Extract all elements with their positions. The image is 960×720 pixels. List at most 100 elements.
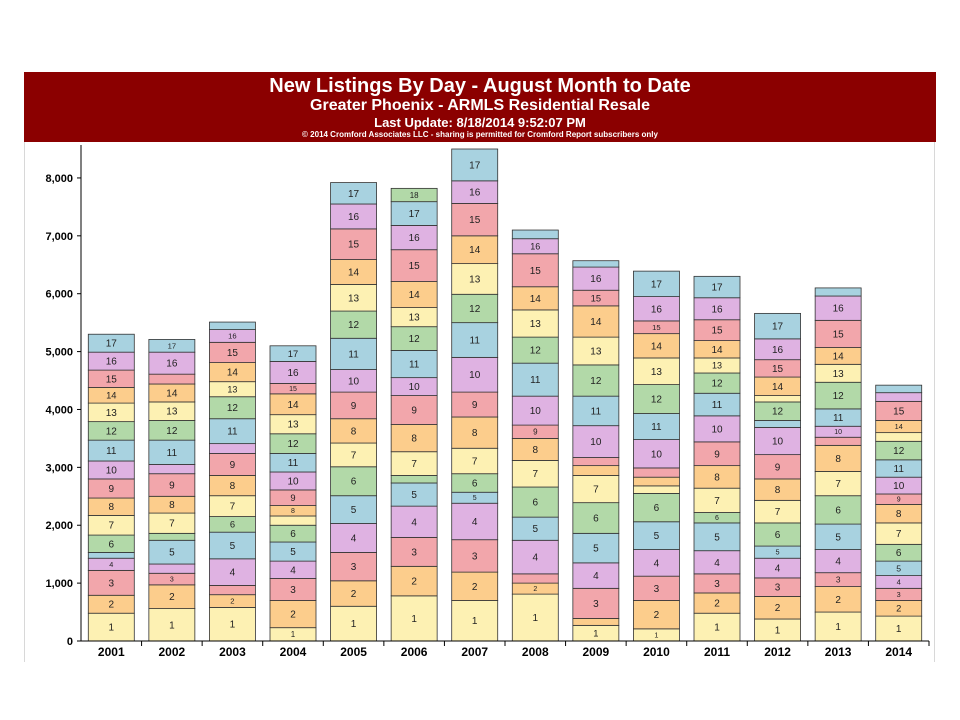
segment-label-2004-6: 6 (290, 529, 296, 540)
segment-label-2007-17: 17 (469, 160, 481, 171)
segment-label-2007-3: 3 (472, 551, 478, 562)
segment-label-2013-14: 14 (833, 351, 845, 362)
segment-label-2007-9: 9 (472, 400, 478, 411)
segment-label-2013-12: 12 (833, 391, 845, 402)
segment-label-2012-2: 2 (775, 603, 781, 614)
bar-segment-2006-9 (390, 395, 438, 425)
segment-label-2014-10: 10 (893, 481, 905, 492)
bar-segment-2002-10 (148, 464, 196, 475)
bar-segment-2014-17 (875, 384, 923, 394)
bar-segment-2005-2 (330, 580, 377, 607)
segment-label-2001-2: 2 (109, 600, 115, 611)
segment-label-2005-6: 6 (351, 477, 357, 488)
segment-label-2003-6: 6 (230, 520, 235, 530)
y-tick-label-0: 0 (67, 636, 73, 648)
bar-segment-2010-4 (633, 549, 680, 577)
bar-segment-2008-17 (511, 229, 559, 240)
segment-label-2001-1: 1 (109, 623, 115, 634)
segment-label-2014-9: 9 (897, 497, 901, 504)
segment-label-2004-12: 12 (287, 439, 299, 450)
segment-label-2014-14: 14 (895, 422, 903, 431)
segment-label-2012-1: 1 (775, 626, 781, 637)
bar-segment-2010-17 (633, 270, 680, 297)
bar-segment-2004-7 (269, 515, 317, 526)
segment-label-2005-17: 17 (348, 189, 360, 200)
bar-segment-2008-12 (511, 336, 559, 364)
chart-subtitle: Greater Phoenix - ARMLS Residential Resa… (310, 97, 650, 114)
bar-segment-2008-13 (511, 309, 559, 338)
bar-segment-2005-3 (330, 552, 377, 582)
bar-segment-2009-12 (572, 364, 620, 397)
bar-segment-2009-3 (572, 587, 620, 619)
segment-label-2006-12: 12 (409, 334, 421, 345)
bar-segment-2002-6 (148, 532, 196, 541)
segment-label-2002-1: 1 (169, 620, 175, 631)
segment-label-2008-2: 2 (533, 586, 537, 593)
segment-label-2005-9: 9 (351, 401, 357, 412)
segment-label-2001-10: 10 (106, 465, 118, 476)
segment-label-2007-2: 2 (472, 582, 478, 593)
bar-segment-2013-16 (814, 295, 862, 321)
bar-segment-2010-7 (633, 485, 680, 494)
segment-label-2008-6: 6 (533, 498, 539, 509)
segment-label-2012-10: 10 (772, 437, 784, 448)
bar-segment-2009-11 (572, 395, 620, 427)
segment-label-2014-1: 1 (896, 624, 902, 635)
segment-label-2003-15: 15 (227, 348, 239, 359)
x-tick-label-2005: 2005 (340, 645, 367, 659)
bar-segment-2008-4 (511, 539, 559, 575)
segment-label-2003-8: 8 (230, 481, 236, 492)
segment-label-2009-12: 12 (590, 376, 602, 387)
bar-segment-2007-14 (451, 235, 499, 265)
segment-label-2007-14: 14 (469, 245, 481, 256)
segment-label-2012-17: 17 (772, 322, 784, 333)
segment-label-2010-6: 6 (654, 503, 660, 514)
segment-label-2007-13: 13 (469, 274, 481, 285)
segment-label-2006-3: 3 (411, 547, 417, 558)
segment-label-2003-2: 2 (230, 597, 234, 606)
segment-label-2005-8: 8 (351, 426, 357, 437)
bar-segment-2003-17 (209, 321, 256, 330)
segment-label-2008-1: 1 (533, 613, 539, 624)
segment-label-2010-15: 15 (652, 323, 660, 332)
segment-label-2013-7: 7 (835, 479, 841, 490)
segment-label-2009-7: 7 (593, 485, 599, 496)
segment-label-2008-4: 4 (533, 553, 539, 564)
segment-label-2007-1: 1 (472, 616, 478, 627)
segment-label-2005-12: 12 (348, 320, 360, 331)
bar-segment-2013-15 (814, 319, 862, 348)
segment-label-2002-17: 17 (168, 341, 176, 350)
segment-label-2006-7: 7 (411, 459, 417, 470)
segment-label-2008-7: 7 (533, 469, 539, 480)
segment-label-2004-10: 10 (287, 476, 299, 487)
bar-segment-2010-8 (633, 476, 680, 487)
segment-label-2006-8: 8 (411, 434, 417, 445)
bar-segment-2007-10 (451, 356, 499, 393)
segment-label-2008-14: 14 (530, 294, 542, 305)
bar-segment-2002-15 (148, 373, 196, 385)
segment-label-2003-13: 13 (227, 384, 237, 394)
bar-segment-2003-4 (209, 558, 256, 586)
segment-label-2004-4: 4 (290, 565, 296, 576)
y-tick-label-4: 4,000 (45, 404, 73, 416)
segment-label-2014-12: 12 (893, 446, 905, 457)
bar-segment-2010-12 (633, 384, 680, 414)
chart-header: New Listings By Day - August Month to Da… (24, 72, 936, 142)
segment-label-2011-10: 10 (711, 424, 723, 435)
segment-label-2003-11: 11 (227, 427, 238, 438)
copyright-text: © 2014 Cromford Associates LLC - sharing… (302, 130, 658, 139)
segment-label-2011-5: 5 (714, 532, 720, 543)
bar-segment-2009-17 (572, 260, 620, 268)
segment-label-2014-6: 6 (896, 548, 902, 559)
bar-segment-2001-5 (87, 552, 135, 559)
segment-label-2013-15: 15 (833, 329, 845, 340)
bar-segment-2005-16 (330, 203, 377, 230)
bar-segment-2005-14 (330, 259, 377, 285)
bar-segment-2003-10 (209, 443, 256, 454)
y-tick-label-6: 6,000 (45, 289, 73, 301)
bar-segment-2013-9 (814, 436, 862, 446)
bar-segment-2013-8 (814, 444, 862, 472)
bar-segment-2009-13 (572, 336, 620, 366)
segment-label-2006-11: 11 (409, 360, 420, 371)
segment-label-2001-15: 15 (106, 374, 118, 385)
